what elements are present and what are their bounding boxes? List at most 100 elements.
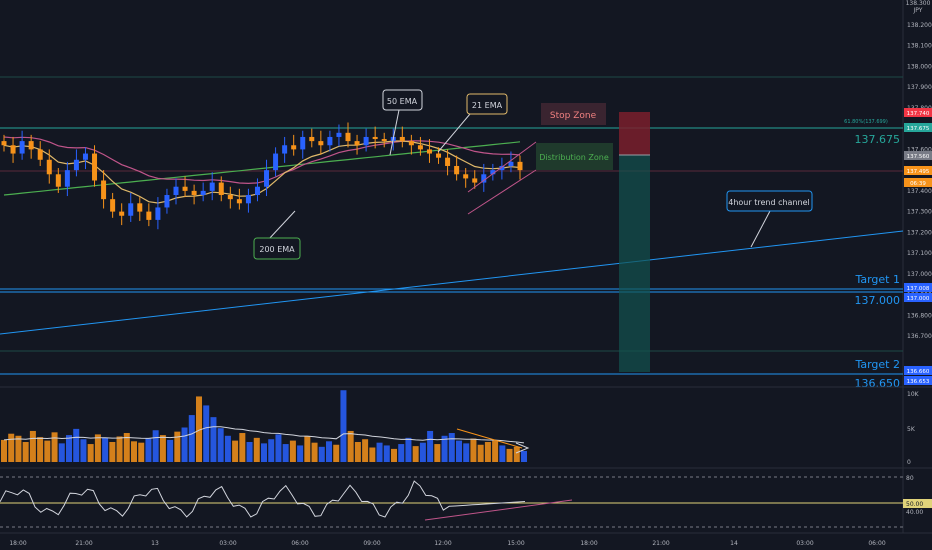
volume-bar bbox=[354, 441, 361, 462]
volume-bar bbox=[318, 446, 325, 462]
volume-bar bbox=[224, 435, 231, 462]
callout-trend-channel[interactable]: 4hour trend channel bbox=[726, 190, 813, 248]
price-tag-bg bbox=[904, 293, 932, 302]
volume-bar bbox=[116, 436, 123, 462]
price-tag-label: 137.560 bbox=[907, 154, 930, 160]
candle-body bbox=[19, 141, 25, 154]
candle-body bbox=[490, 170, 496, 175]
candle-body bbox=[191, 190, 197, 196]
callout-200-ema-pointer bbox=[267, 210, 296, 241]
volume-bar bbox=[427, 430, 434, 462]
volume-bar bbox=[188, 415, 195, 462]
volume-bar bbox=[448, 433, 455, 462]
price-tag-bg bbox=[904, 151, 932, 160]
candle-body bbox=[10, 145, 16, 154]
volume-bar bbox=[412, 446, 419, 462]
volume-bar bbox=[391, 448, 397, 462]
volume-bar bbox=[239, 433, 246, 462]
price-tag-bg bbox=[904, 108, 932, 117]
price-tag-bg bbox=[904, 283, 932, 292]
candle-body bbox=[110, 199, 116, 212]
level-label-136650: 136.650 bbox=[855, 377, 901, 390]
price-tag-label: 06:39 bbox=[910, 181, 926, 187]
candle-body bbox=[472, 178, 478, 183]
volume-bar bbox=[456, 440, 462, 462]
candle-body bbox=[399, 136, 405, 142]
rsi-divergence-line bbox=[424, 499, 573, 521]
volume-bar bbox=[66, 435, 72, 462]
fib-label: 61.80%(137.699) bbox=[844, 119, 888, 125]
volume-bar bbox=[80, 439, 87, 462]
callout-21-ema[interactable]: 21 EMA bbox=[437, 93, 508, 153]
callout-21-ema-label: 21 EMA bbox=[472, 101, 503, 110]
y-tick-label: 137.600 bbox=[907, 146, 932, 153]
callout-50-ema[interactable]: 50 EMA bbox=[382, 89, 423, 156]
volume-tick-5k: 5K bbox=[907, 426, 916, 433]
axis-unit-label: JPY bbox=[913, 7, 923, 14]
x-tick-label: 18:00 bbox=[580, 540, 597, 547]
price-tag-bg bbox=[904, 366, 932, 375]
target-zone-box[interactable] bbox=[619, 155, 650, 372]
y-tick-label: 137.300 bbox=[907, 209, 932, 216]
price-tag-bg bbox=[904, 376, 932, 385]
candle-body bbox=[517, 161, 523, 171]
candle-body bbox=[454, 165, 460, 175]
volume-bar bbox=[1, 439, 7, 462]
trend-channel-line[interactable] bbox=[0, 230, 904, 335]
candle-body bbox=[408, 141, 414, 146]
y-tick-label: 137.400 bbox=[907, 188, 932, 195]
candle-body bbox=[28, 141, 34, 150]
y-tick-label: 136.800 bbox=[907, 312, 932, 319]
volume-bar bbox=[405, 437, 412, 462]
volume-bar bbox=[398, 444, 405, 462]
candle-body bbox=[508, 161, 514, 166]
candle-body bbox=[318, 141, 324, 146]
rsi-tick-80: 80 bbox=[906, 475, 914, 482]
callout-200-ema-box bbox=[253, 237, 301, 260]
price-tag-label: 137.495 bbox=[907, 169, 930, 175]
volume-bar bbox=[196, 396, 202, 462]
volume-bar bbox=[311, 442, 318, 462]
ema-200-line bbox=[3, 141, 521, 196]
volume-bar bbox=[109, 441, 116, 462]
candle-body bbox=[55, 174, 61, 187]
ema-21-line bbox=[3, 140, 521, 204]
candle-body bbox=[445, 157, 451, 166]
volume-bar bbox=[282, 444, 289, 462]
volume-bar bbox=[268, 439, 275, 462]
candle-body bbox=[254, 186, 260, 196]
distribution-zone-label-box[interactable]: Distribution Zone bbox=[536, 143, 613, 170]
volume-tick-0: 0 bbox=[907, 459, 911, 466]
x-tick-label: 21:00 bbox=[652, 540, 669, 547]
y-tick-label: 137.100 bbox=[907, 250, 932, 257]
candle-body bbox=[209, 182, 215, 191]
stop-zone-box[interactable] bbox=[619, 112, 650, 155]
price-tag-label: 137.000 bbox=[907, 296, 930, 302]
candle-body bbox=[119, 211, 125, 216]
x-tick-label: 12:00 bbox=[434, 540, 451, 547]
volume-bar bbox=[253, 437, 260, 462]
y-tick-top: 138.300 bbox=[906, 0, 931, 7]
stop-zone-label-box[interactable]: Stop Zone bbox=[541, 103, 606, 125]
volume-bar bbox=[506, 448, 513, 462]
candle-body bbox=[354, 141, 360, 146]
candle-body bbox=[300, 136, 306, 150]
volume-bar bbox=[167, 439, 174, 462]
rsi-current-value: 50.00 bbox=[906, 501, 923, 508]
candle-body bbox=[101, 180, 107, 200]
volume-bar bbox=[131, 441, 137, 462]
volume-bar bbox=[383, 445, 390, 462]
candle-body bbox=[309, 136, 315, 142]
callout-50-ema-box bbox=[382, 89, 423, 111]
stop-zone-label: Stop Zone bbox=[550, 111, 597, 121]
callout-200-ema[interactable]: 200 EMA bbox=[253, 210, 301, 260]
stop-zone-label-bg bbox=[541, 103, 606, 125]
volume-bar bbox=[87, 444, 94, 462]
candle-body bbox=[426, 149, 432, 154]
callout-trend-pointer bbox=[750, 210, 771, 248]
y-tick-label: 138.200 bbox=[907, 22, 932, 29]
candle-body bbox=[37, 149, 43, 160]
distribution-zone-label: Distribution Zone bbox=[539, 153, 609, 162]
volume-bar bbox=[174, 431, 181, 462]
